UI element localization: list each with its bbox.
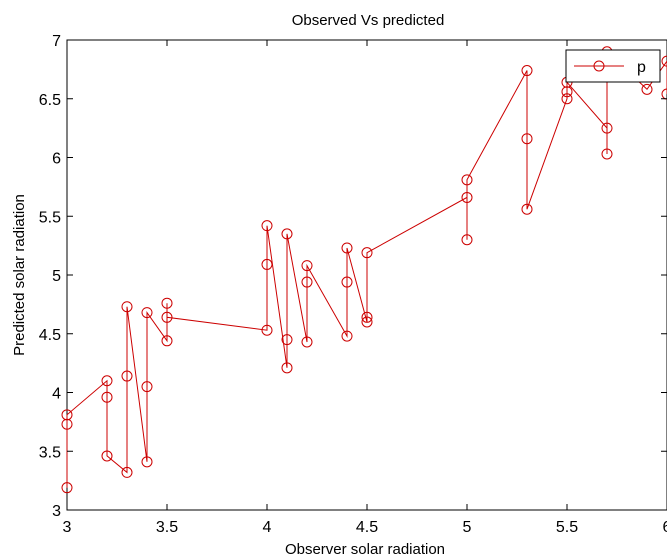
- data-point: [341, 242, 353, 254]
- y-tick-label: 5.5: [39, 209, 61, 226]
- ticks-layer: 3 3.5 4 4.5 5 5.5 6 3 3.5 4 4.5 5 5.5 6 6.5 7: [39, 33, 667, 536]
- data-point: [641, 83, 653, 95]
- data-point: [141, 307, 153, 319]
- y-tick-label: 4: [52, 386, 61, 403]
- data-point: [601, 122, 613, 134]
- y-axis-label: Predicted solar radiation: [11, 194, 28, 356]
- data-point: [461, 191, 473, 203]
- legend-label: p: [637, 59, 646, 76]
- data-point: [561, 86, 573, 98]
- x-tick-label: 5.5: [556, 519, 578, 536]
- data-point: [281, 362, 293, 374]
- data-point: [461, 234, 473, 246]
- data-point: [121, 466, 133, 478]
- x-tick-label: 3.5: [156, 519, 178, 536]
- data-point: [281, 228, 293, 240]
- data-point: [601, 148, 613, 160]
- data-point: [161, 311, 173, 323]
- data-point: [101, 375, 113, 387]
- data-point: [161, 297, 173, 309]
- x-tick-label: 4: [263, 519, 272, 536]
- data-point: [521, 203, 533, 215]
- data-point: [361, 316, 373, 328]
- chart-title: Observed Vs predicted: [292, 12, 445, 29]
- data-point: [261, 258, 273, 270]
- data-point: [521, 133, 533, 145]
- data-point: [261, 324, 273, 336]
- y-tick-label: 3: [52, 503, 61, 520]
- data-point: [361, 311, 373, 323]
- data-point: [161, 335, 173, 347]
- data-point: [461, 174, 473, 186]
- data-point: [261, 220, 273, 232]
- data-point: [121, 301, 133, 313]
- data-point: [301, 336, 313, 348]
- y-tick-label: 7: [52, 33, 61, 50]
- data-point: [301, 260, 313, 272]
- data-point: [341, 276, 353, 288]
- data-point: [61, 482, 73, 494]
- data-point: [301, 276, 313, 288]
- data-point: [141, 381, 153, 393]
- data-point: [121, 370, 133, 382]
- x-tick-label: 3: [63, 519, 72, 536]
- data-point: [281, 334, 293, 346]
- data-point: [61, 409, 73, 421]
- data-point: [521, 65, 533, 77]
- x-tick-label: 5: [463, 519, 472, 536]
- legend: p: [565, 49, 661, 83]
- data-point: [101, 450, 113, 462]
- y-tick-label: 5: [52, 268, 61, 285]
- x-tick-label: 6: [663, 519, 667, 536]
- x-axis-label: Observer solar radiation: [285, 541, 445, 558]
- data-point: [661, 88, 667, 100]
- data-point: [661, 55, 667, 67]
- data-point: [61, 418, 73, 430]
- data-point: [341, 330, 353, 342]
- y-tick-label: 3.5: [39, 444, 61, 461]
- y-tick-label: 6.5: [39, 92, 61, 109]
- y-tick-label: 6: [52, 151, 61, 168]
- y-tick-label: 4.5: [39, 327, 61, 344]
- data-point: [361, 247, 373, 259]
- x-tick-label: 4.5: [356, 519, 378, 536]
- legend-marker: [593, 60, 605, 72]
- data-point: [561, 93, 573, 105]
- data-point: [141, 456, 153, 468]
- data-point: [101, 391, 113, 403]
